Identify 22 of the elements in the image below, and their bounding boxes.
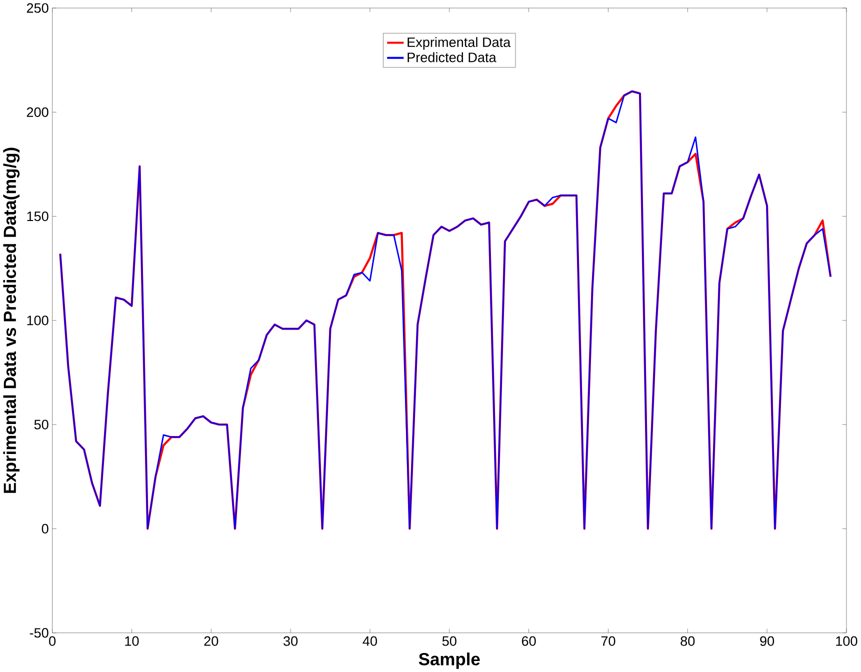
x-tick-label: 60 — [522, 636, 536, 646]
x-tick-label: 100 — [836, 636, 858, 646]
x-tick-label: 50 — [442, 636, 456, 646]
y-tick-label: 0 — [42, 524, 48, 534]
legend-label: Exprimental Data — [408, 37, 511, 50]
y-tick-label: 100 — [27, 316, 48, 326]
x-tick-label: 70 — [601, 636, 616, 646]
y-tick-label: 200 — [26, 107, 48, 117]
y-tick-label: 50 — [34, 420, 48, 430]
x-tick-label: 20 — [204, 636, 218, 646]
y-tick-label: 150 — [27, 211, 48, 222]
x-axis-title: Sample — [418, 652, 480, 669]
y-tick-label: -50 — [30, 628, 48, 638]
x-tick-label: 90 — [760, 636, 774, 646]
x-tick-label: 40 — [362, 636, 377, 646]
y-tick-label: 250 — [26, 3, 48, 13]
x-tick-label: 30 — [284, 636, 298, 646]
x-tick-label: 80 — [680, 636, 695, 646]
x-tick-label: 0 — [49, 636, 56, 646]
legend-label: Predicted Data — [408, 52, 496, 62]
y-axis-title: Exprimental Data vs Predicted Data(mg/g) — [3, 148, 20, 493]
x-tick-label: 10 — [125, 636, 139, 646]
